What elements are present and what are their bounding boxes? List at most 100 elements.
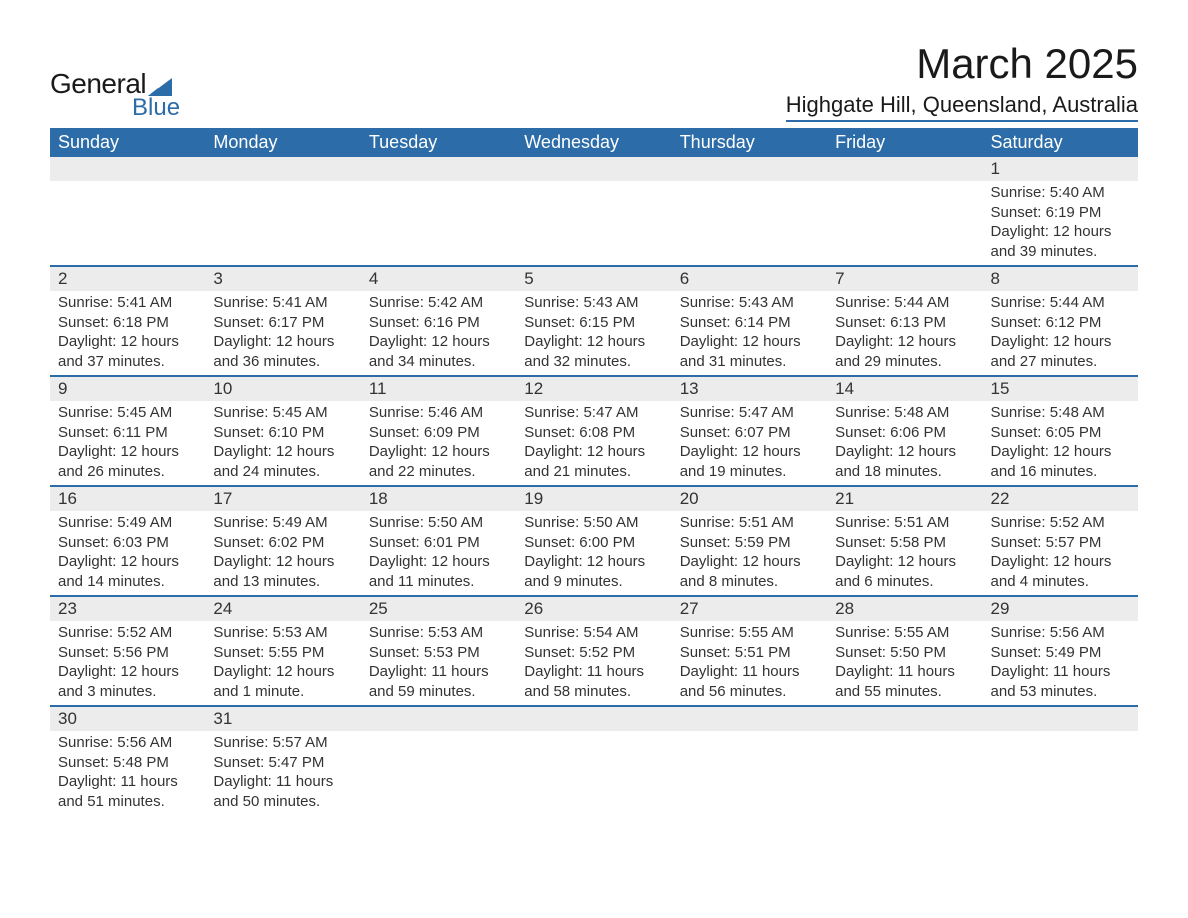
calendar-day-cell: 27Sunrise: 5:55 AMSunset: 5:51 PMDayligh… bbox=[672, 596, 827, 706]
day-details: Sunrise: 5:42 AMSunset: 6:16 PMDaylight:… bbox=[361, 291, 516, 375]
day-details: Sunrise: 5:40 AMSunset: 6:19 PMDaylight:… bbox=[983, 181, 1138, 265]
day-detail-line: and 32 minutes. bbox=[524, 352, 663, 372]
calendar-empty-cell bbox=[50, 157, 205, 266]
day-number bbox=[516, 157, 671, 181]
day-details: Sunrise: 5:47 AMSunset: 6:08 PMDaylight:… bbox=[516, 401, 671, 485]
day-header-row: SundayMondayTuesdayWednesdayThursdayFrid… bbox=[50, 128, 1138, 157]
day-detail-line: Daylight: 11 hours bbox=[680, 662, 819, 682]
calendar-week-row: 16Sunrise: 5:49 AMSunset: 6:03 PMDayligh… bbox=[50, 486, 1138, 596]
calendar-head: SundayMondayTuesdayWednesdayThursdayFrid… bbox=[50, 128, 1138, 157]
day-detail-line: Sunrise: 5:53 AM bbox=[369, 623, 508, 643]
day-header: Tuesday bbox=[361, 128, 516, 157]
calendar-week-row: 9Sunrise: 5:45 AMSunset: 6:11 PMDaylight… bbox=[50, 376, 1138, 486]
day-detail-line: and 26 minutes. bbox=[58, 462, 197, 482]
day-number bbox=[827, 707, 982, 731]
day-detail-line: Sunrise: 5:55 AM bbox=[680, 623, 819, 643]
day-detail-line: Daylight: 12 hours bbox=[524, 332, 663, 352]
day-details: Sunrise: 5:44 AMSunset: 6:12 PMDaylight:… bbox=[983, 291, 1138, 375]
day-details: Sunrise: 5:50 AMSunset: 6:01 PMDaylight:… bbox=[361, 511, 516, 595]
day-detail-line: Sunset: 5:59 PM bbox=[680, 533, 819, 553]
day-details: Sunrise: 5:53 AMSunset: 5:55 PMDaylight:… bbox=[205, 621, 360, 705]
day-details: Sunrise: 5:43 AMSunset: 6:14 PMDaylight:… bbox=[672, 291, 827, 375]
day-detail-line: and 50 minutes. bbox=[213, 792, 352, 812]
calendar-week-row: 2Sunrise: 5:41 AMSunset: 6:18 PMDaylight… bbox=[50, 266, 1138, 376]
day-details: Sunrise: 5:49 AMSunset: 6:03 PMDaylight:… bbox=[50, 511, 205, 595]
day-detail-line: Daylight: 12 hours bbox=[524, 442, 663, 462]
day-detail-line: Sunrise: 5:46 AM bbox=[369, 403, 508, 423]
day-detail-line: Sunrise: 5:50 AM bbox=[524, 513, 663, 533]
day-detail-line: and 1 minute. bbox=[213, 682, 352, 702]
day-details: Sunrise: 5:45 AMSunset: 6:10 PMDaylight:… bbox=[205, 401, 360, 485]
day-detail-line: Daylight: 12 hours bbox=[524, 552, 663, 572]
day-number: 17 bbox=[205, 487, 360, 511]
day-number: 29 bbox=[983, 597, 1138, 621]
brand-word-blue: Blue bbox=[132, 94, 180, 122]
day-detail-line: Daylight: 12 hours bbox=[369, 552, 508, 572]
day-number: 7 bbox=[827, 267, 982, 291]
day-detail-line: Sunset: 6:09 PM bbox=[369, 423, 508, 443]
day-number: 6 bbox=[672, 267, 827, 291]
day-detail-line: and 13 minutes. bbox=[213, 572, 352, 592]
day-detail-line: Daylight: 11 hours bbox=[524, 662, 663, 682]
day-detail-line: Daylight: 12 hours bbox=[58, 552, 197, 572]
day-number: 22 bbox=[983, 487, 1138, 511]
day-detail-line: Daylight: 11 hours bbox=[213, 772, 352, 792]
day-details: Sunrise: 5:55 AMSunset: 5:50 PMDaylight:… bbox=[827, 621, 982, 705]
day-details-empty bbox=[672, 731, 827, 757]
day-details: Sunrise: 5:43 AMSunset: 6:15 PMDaylight:… bbox=[516, 291, 671, 375]
calendar-day-cell: 29Sunrise: 5:56 AMSunset: 5:49 PMDayligh… bbox=[983, 596, 1138, 706]
day-details: Sunrise: 5:45 AMSunset: 6:11 PMDaylight:… bbox=[50, 401, 205, 485]
day-detail-line: Sunrise: 5:43 AM bbox=[524, 293, 663, 313]
day-number bbox=[205, 157, 360, 181]
day-detail-line: and 8 minutes. bbox=[680, 572, 819, 592]
day-header: Friday bbox=[827, 128, 982, 157]
calendar-day-cell: 31Sunrise: 5:57 AMSunset: 5:47 PMDayligh… bbox=[205, 706, 360, 815]
day-detail-line: and 39 minutes. bbox=[991, 242, 1130, 262]
day-detail-line: Sunset: 6:00 PM bbox=[524, 533, 663, 553]
day-number: 3 bbox=[205, 267, 360, 291]
calendar-empty-cell bbox=[361, 157, 516, 266]
calendar-day-cell: 16Sunrise: 5:49 AMSunset: 6:03 PMDayligh… bbox=[50, 486, 205, 596]
day-details: Sunrise: 5:51 AMSunset: 5:58 PMDaylight:… bbox=[827, 511, 982, 595]
day-detail-line: Sunset: 5:57 PM bbox=[991, 533, 1130, 553]
calendar-day-cell: 2Sunrise: 5:41 AMSunset: 6:18 PMDaylight… bbox=[50, 266, 205, 376]
day-details: Sunrise: 5:56 AMSunset: 5:48 PMDaylight:… bbox=[50, 731, 205, 815]
day-number: 12 bbox=[516, 377, 671, 401]
day-detail-line: Sunset: 6:11 PM bbox=[58, 423, 197, 443]
day-detail-line: Sunrise: 5:53 AM bbox=[213, 623, 352, 643]
day-number: 30 bbox=[50, 707, 205, 731]
day-detail-line: Sunset: 6:01 PM bbox=[369, 533, 508, 553]
calendar-day-cell: 14Sunrise: 5:48 AMSunset: 6:06 PMDayligh… bbox=[827, 376, 982, 486]
day-detail-line: Sunset: 6:08 PM bbox=[524, 423, 663, 443]
calendar-day-cell: 18Sunrise: 5:50 AMSunset: 6:01 PMDayligh… bbox=[361, 486, 516, 596]
day-number: 11 bbox=[361, 377, 516, 401]
day-detail-line: Sunset: 5:49 PM bbox=[991, 643, 1130, 663]
day-detail-line: and 21 minutes. bbox=[524, 462, 663, 482]
calendar-empty-cell bbox=[205, 157, 360, 266]
day-detail-line: Sunrise: 5:57 AM bbox=[213, 733, 352, 753]
day-number: 25 bbox=[361, 597, 516, 621]
day-detail-line: and 9 minutes. bbox=[524, 572, 663, 592]
calendar-day-cell: 6Sunrise: 5:43 AMSunset: 6:14 PMDaylight… bbox=[672, 266, 827, 376]
title-block: March 2025 Highgate Hill, Queensland, Au… bbox=[786, 40, 1138, 122]
day-detail-line: Daylight: 12 hours bbox=[991, 332, 1130, 352]
day-detail-line: Sunset: 5:58 PM bbox=[835, 533, 974, 553]
day-detail-line: Sunrise: 5:50 AM bbox=[369, 513, 508, 533]
calendar-empty-cell bbox=[672, 157, 827, 266]
day-details: Sunrise: 5:51 AMSunset: 5:59 PMDaylight:… bbox=[672, 511, 827, 595]
day-header: Wednesday bbox=[516, 128, 671, 157]
calendar-empty-cell bbox=[827, 706, 982, 815]
day-detail-line: Sunrise: 5:52 AM bbox=[58, 623, 197, 643]
calendar-week-row: 30Sunrise: 5:56 AMSunset: 5:48 PMDayligh… bbox=[50, 706, 1138, 815]
calendar-empty-cell bbox=[516, 706, 671, 815]
calendar-day-cell: 23Sunrise: 5:52 AMSunset: 5:56 PMDayligh… bbox=[50, 596, 205, 706]
calendar-day-cell: 13Sunrise: 5:47 AMSunset: 6:07 PMDayligh… bbox=[672, 376, 827, 486]
day-details-empty bbox=[361, 731, 516, 757]
calendar-week-row: 1Sunrise: 5:40 AMSunset: 6:19 PMDaylight… bbox=[50, 157, 1138, 266]
day-details: Sunrise: 5:41 AMSunset: 6:18 PMDaylight:… bbox=[50, 291, 205, 375]
day-number bbox=[983, 707, 1138, 731]
day-number: 20 bbox=[672, 487, 827, 511]
day-number: 8 bbox=[983, 267, 1138, 291]
day-detail-line: Sunset: 6:10 PM bbox=[213, 423, 352, 443]
day-detail-line: Daylight: 11 hours bbox=[58, 772, 197, 792]
